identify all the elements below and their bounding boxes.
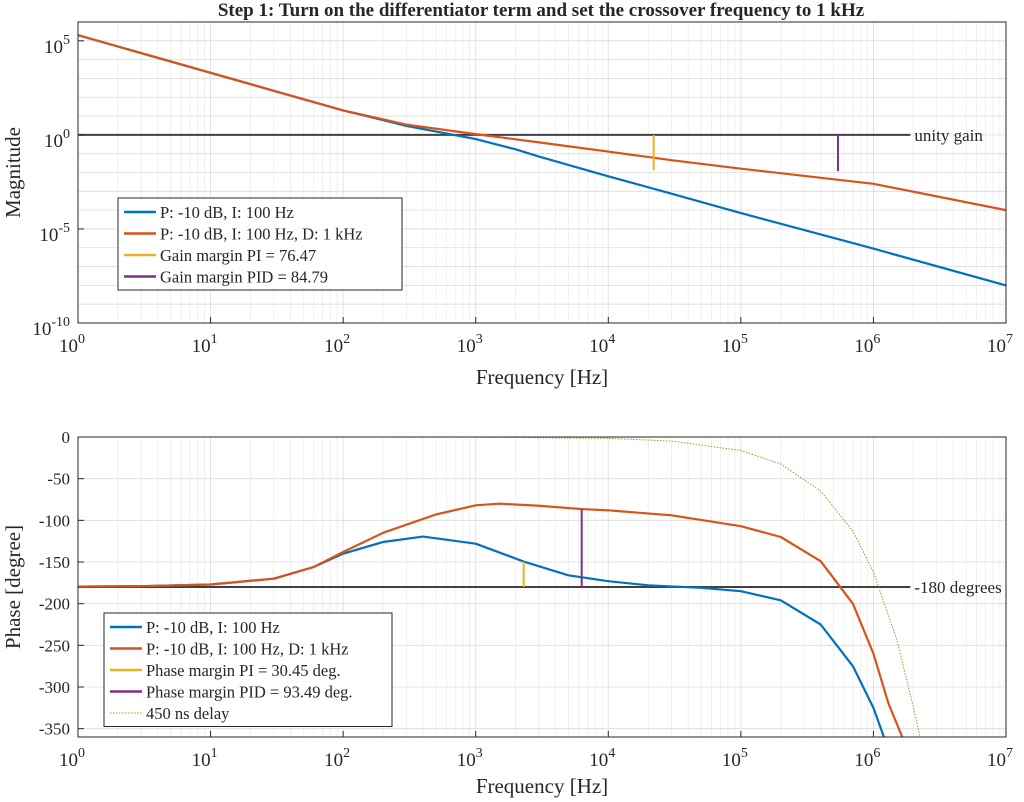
legend-label: P: -10 dB, I: 100 Hz <box>160 203 294 222</box>
y-tick-exponent: 0 <box>63 127 70 142</box>
x-tick-exponent: 0 <box>78 746 85 761</box>
legend: P: -10 dB, I: 100 Hz P: -10 dB, I: 100 Hz… <box>117 197 403 291</box>
y-tick-label: -350 <box>39 720 70 739</box>
plot-data <box>78 437 921 737</box>
axes-box <box>77 21 1007 324</box>
x-tick-exponent: 4 <box>608 332 615 347</box>
y-tick-label: 10-10 <box>32 315 70 340</box>
legend-label: P: -10 dB, I: 100 Hz, D: 1 kHz <box>146 640 349 659</box>
y-tick-base: 10 <box>32 319 51 340</box>
x-tick-base: 10 <box>59 336 78 357</box>
x-tick-base: 10 <box>457 336 476 357</box>
series-line <box>78 437 921 737</box>
legend-label: Phase margin PID = 93.49 deg. <box>146 683 353 702</box>
axes-box <box>77 436 1007 738</box>
legend-label: Gain margin PI = 76.47 <box>160 246 316 265</box>
x-tick-exponent: 7 <box>1006 332 1013 347</box>
x-tick-exponent: 0 <box>78 332 85 347</box>
x-tick-base: 10 <box>589 750 608 771</box>
y-tick-exponent: 5 <box>63 33 70 48</box>
x-tick-label: 107 <box>987 746 1013 771</box>
x-tick-base: 10 <box>192 336 211 357</box>
legend-label: P: -10 dB, I: 100 Hz <box>146 618 280 637</box>
x-tick-base: 10 <box>987 750 1006 771</box>
x-tick-base: 10 <box>192 750 211 771</box>
x-tick-exponent: 1 <box>211 332 218 347</box>
x-tick-exponent: 2 <box>343 746 350 761</box>
y-tick-label: -150 <box>39 553 70 572</box>
legend-label: Phase margin PI = 30.45 deg. <box>146 661 341 680</box>
x-tick-label: 100 <box>59 746 85 771</box>
plot-data <box>78 34 1006 287</box>
series-line <box>78 34 1006 212</box>
y-tick-exponent: -10 <box>51 315 70 330</box>
y-tick-label: -300 <box>39 678 70 697</box>
x-tick-label: 104 <box>589 332 615 357</box>
x-tick-label: 102 <box>324 332 350 357</box>
legend-label: P: -10 dB, I: 100 Hz, D: 1 kHz <box>160 225 363 244</box>
x-tick-label: 101 <box>192 746 218 771</box>
y-tick-label: 100 <box>44 127 70 152</box>
y-tick-label: 105 <box>44 33 70 58</box>
x-tick-base: 10 <box>854 336 873 357</box>
x-tick-label: 104 <box>589 746 615 771</box>
x-tick-label: 105 <box>722 746 748 771</box>
legend-label: 450 ns delay <box>146 704 230 723</box>
y-tick-label: 10-5 <box>39 221 70 246</box>
x-tick-label: 100 <box>59 332 85 357</box>
x-tick-label: 103 <box>457 332 483 357</box>
reference-line-label: unity gain <box>914 126 983 145</box>
figure-title: Step 1: Turn on the differentiator term … <box>218 0 865 21</box>
x-tick-exponent: 3 <box>476 746 483 761</box>
series-line <box>78 502 904 737</box>
y-tick-label: -50 <box>47 470 70 489</box>
x-tick-base: 10 <box>324 336 343 357</box>
x-tick-exponent: 3 <box>476 332 483 347</box>
y-tick-label: -200 <box>39 595 70 614</box>
y-axis-label: Phase [degree] <box>1 525 25 649</box>
x-tick-exponent: 4 <box>608 746 615 761</box>
y-tick-label: -250 <box>39 636 70 655</box>
x-tick-label: 106 <box>854 332 880 357</box>
y-axis-label: Magnitude <box>1 127 25 218</box>
x-tick-base: 10 <box>854 750 873 771</box>
x-tick-exponent: 7 <box>1006 746 1013 761</box>
x-tick-base: 10 <box>722 336 741 357</box>
x-tick-base: 10 <box>457 750 476 771</box>
x-axis-label: Frequency [Hz] <box>476 365 608 389</box>
x-tick-base: 10 <box>589 336 608 357</box>
y-tick-label: 0 <box>62 428 71 447</box>
x-axis-label: Frequency [Hz] <box>476 774 608 798</box>
x-tick-exponent: 1 <box>211 746 218 761</box>
x-tick-base: 10 <box>324 750 343 771</box>
x-tick-exponent: 6 <box>873 332 880 347</box>
x-tick-base: 10 <box>722 750 741 771</box>
y-tick-base: 10 <box>44 131 63 152</box>
y-tick-label: -100 <box>39 511 70 530</box>
x-tick-label: 102 <box>324 746 350 771</box>
x-tick-exponent: 5 <box>741 332 748 347</box>
legend-box <box>117 197 403 291</box>
x-tick-label: 107 <box>987 332 1013 357</box>
x-tick-label: 103 <box>457 746 483 771</box>
y-tick-base: 10 <box>44 37 63 58</box>
x-tick-base: 10 <box>987 336 1006 357</box>
legend-label: Gain margin PID = 84.79 <box>160 268 328 287</box>
x-tick-label: 101 <box>192 332 218 357</box>
reference-line-label: -180 degrees <box>914 578 1001 597</box>
x-tick-exponent: 6 <box>873 746 880 761</box>
x-tick-exponent: 2 <box>343 332 350 347</box>
x-tick-base: 10 <box>59 750 78 771</box>
y-tick-exponent: -5 <box>58 221 70 236</box>
legend: P: -10 dB, I: 100 Hz P: -10 dB, I: 100 Hz… <box>103 612 393 727</box>
legend-box <box>103 612 393 727</box>
y-tick-base: 10 <box>39 225 58 246</box>
x-tick-label: 106 <box>854 746 880 771</box>
x-tick-exponent: 5 <box>741 746 748 761</box>
x-tick-label: 105 <box>722 332 748 357</box>
